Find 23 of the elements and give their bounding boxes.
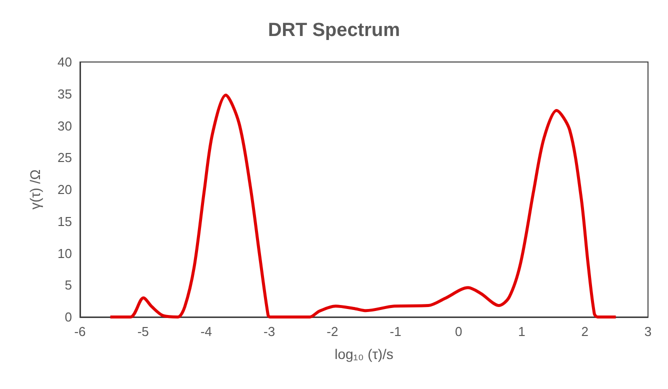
- y-tick-label: 40: [58, 54, 72, 70]
- x-tick-label: -4: [200, 324, 212, 339]
- x-tick-label: 0: [455, 324, 462, 339]
- x-tick-label: 2: [581, 324, 589, 339]
- y-tick-label: 35: [58, 86, 72, 102]
- y-tick-label: 0: [64, 310, 72, 324]
- y-tick-label: 15: [58, 214, 72, 229]
- y-tick-label: 30: [58, 118, 72, 134]
- x-tick-label: -5: [137, 324, 149, 339]
- x-axis-title: log₁₀ (τ)/s: [334, 346, 394, 362]
- x-tick-label: 1: [518, 324, 526, 339]
- x-tick-label: -1: [390, 324, 402, 339]
- y-tick-label: 5: [64, 278, 72, 293]
- y-tick-label: 25: [58, 150, 72, 166]
- x-tick-label: -3: [264, 324, 276, 339]
- y-tick-label: 20: [58, 182, 72, 197]
- chart-title: DRT Spectrum: [268, 20, 400, 41]
- line-series: [108, 94, 618, 318]
- x-tick-label: -2: [326, 324, 338, 339]
- y-tick-label: 10: [58, 246, 72, 261]
- y-axis-title: γ(τ) /Ω: [27, 169, 43, 210]
- x-tick-label: 3: [644, 324, 652, 339]
- x-tick-label: -6: [74, 324, 86, 339]
